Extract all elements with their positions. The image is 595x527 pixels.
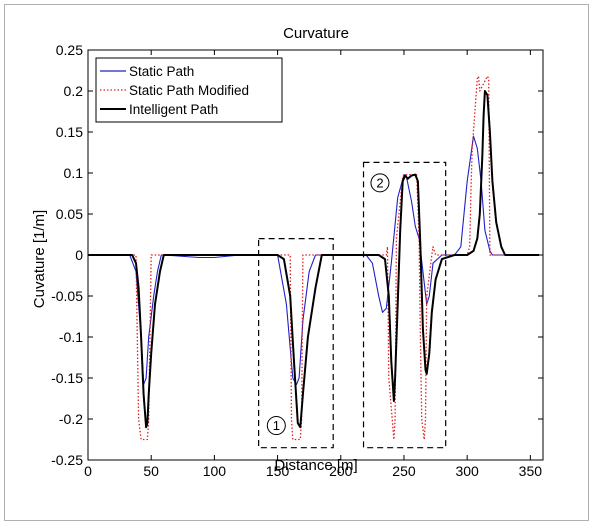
y-tick-label: 0 [75, 247, 83, 263]
x-tick-label: 50 [143, 463, 159, 479]
y-tick-label: 0.15 [56, 124, 83, 140]
series-line-static-path-modified [88, 75, 540, 441]
series-group [88, 75, 540, 441]
x-axis-label: Distance [m] [274, 457, 357, 474]
chart-title: Curvature [283, 25, 349, 42]
x-tick-label: 150 [266, 463, 290, 479]
x-tick-label: 200 [329, 463, 353, 479]
x-tick-label: 100 [203, 463, 227, 479]
annotation-marker-1 [266, 416, 286, 436]
x-tick-label: 350 [519, 463, 543, 479]
y-axis-label: Cuvature [1/m] [31, 210, 48, 308]
series-line-static-path [88, 135, 540, 386]
annotation-marker-2 [370, 173, 390, 193]
y-tick-label: 0.05 [56, 206, 83, 222]
x-tick-label: 300 [455, 463, 479, 479]
series-line-intelligent-path [88, 90, 540, 429]
legend-entry-3: Intelligent Path [129, 102, 218, 117]
plot-area: 0 50 100 150 200 250 300 350 -0.25 -0.2 -0.15 -0.1 -… [51, 42, 544, 479]
annotation-box-1 [258, 238, 334, 449]
legend-entry-1: Static Path [129, 64, 194, 79]
y-tick-label: 0.1 [64, 165, 84, 181]
annotation-box-2 [362, 161, 447, 449]
y-tick-label: -0.05 [51, 288, 83, 304]
y-tick-label: -0.25 [51, 452, 83, 468]
y-tick-label: 0.25 [56, 42, 83, 58]
legend-box [95, 57, 283, 123]
annotation-label-1: 1 [273, 418, 280, 433]
y-tick-label: -0.2 [59, 411, 83, 427]
y-tick-label: -0.1 [59, 329, 83, 345]
y-tick-label: -0.15 [51, 370, 83, 386]
x-tick-label: 0 [84, 463, 92, 479]
y-tick-label: 0.2 [64, 83, 84, 99]
x-tick-label: 250 [392, 463, 416, 479]
annotation-label-2: 2 [376, 175, 383, 190]
legend-entry-2: Static Path Modified [129, 83, 249, 98]
